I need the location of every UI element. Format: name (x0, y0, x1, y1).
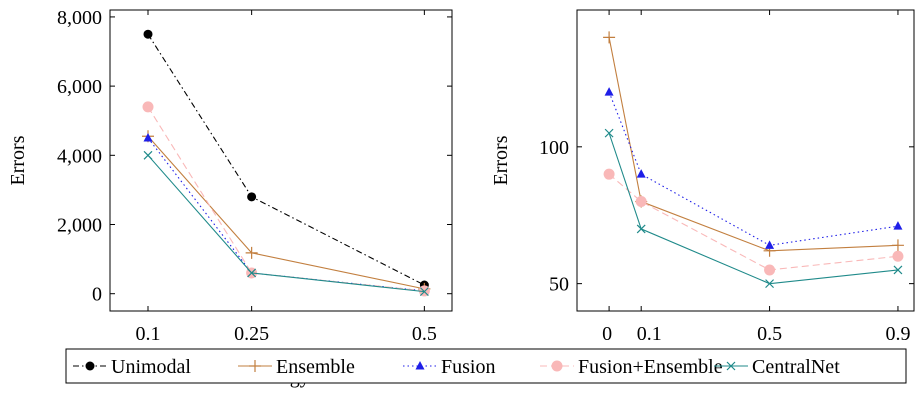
series-fusion (604, 87, 903, 249)
y-axis-label: Errors (7, 135, 29, 185)
ensemble-marker (603, 31, 616, 44)
chart-energy: 02,0004,0006,0008,0000.10.250.5EnergyErr… (7, 7, 453, 388)
legend-entry-unimodal: Unimodal (73, 356, 191, 378)
unimodal-line (147, 33, 425, 286)
x-tick-label: 0.5 (412, 323, 437, 345)
unimodal-marker (143, 29, 153, 39)
series-fusion-ensemble (142, 101, 430, 297)
fusion-ensemble-marker (635, 196, 647, 208)
series-fusion (143, 133, 429, 295)
x-tick-label: 0 (602, 323, 612, 345)
legend-label: Ensemble (276, 356, 355, 378)
legend-label: Unimodal (111, 356, 191, 378)
x-tick-label: 0.5 (757, 323, 782, 345)
legend-entry-fusion-ensemble: Fusion+Ensemble (540, 356, 723, 378)
ensemble-marker (245, 246, 258, 259)
y-tick-label: 0 (92, 284, 102, 306)
fusion-marker (143, 133, 153, 142)
centralnet-marker (893, 265, 903, 275)
x-tick-label: 0.9 (885, 323, 910, 345)
legend-fusion-marker (415, 361, 425, 370)
centralnet-marker (143, 150, 153, 160)
centralnet-marker (247, 268, 257, 278)
series-ensemble (603, 31, 904, 257)
y-tick-label: 50 (549, 274, 569, 296)
y-tick-label: 2,000 (57, 215, 102, 237)
legend: Unimodal Ensemble Fusion Fusion+Ensemble Cen… (65, 348, 907, 384)
series-fusion-ensemble (603, 168, 904, 276)
y-tick-label: 8,000 (57, 7, 102, 29)
series-unimodal (143, 29, 429, 290)
legend-label: CentralNet (752, 356, 840, 378)
fusion-marker (765, 240, 775, 249)
legend-centralnet-marker (726, 361, 736, 371)
series-centralnet (143, 150, 429, 297)
centralnet-marker (604, 128, 614, 138)
legend-fusion-ensemble-marker (551, 360, 563, 372)
y-tick-label: 100 (539, 137, 569, 159)
centralnet-line (608, 132, 899, 285)
centralnet-line (147, 154, 425, 293)
centralnet-marker (765, 279, 774, 289)
y-tick-label: 6,000 (57, 76, 102, 98)
fusion-marker (893, 221, 903, 230)
y-axis-label: Errors (490, 135, 512, 185)
legend-entry-centralnet: CentralNet (714, 356, 840, 378)
legend-box (65, 348, 907, 384)
centralnet-marker (636, 224, 646, 234)
fusion-ensemble-marker (603, 168, 615, 180)
unimodal-marker (247, 192, 257, 202)
fusion-marker (604, 87, 614, 96)
fusion-ensemble-marker (142, 101, 154, 113)
legend-label: Fusion+Ensemble (578, 356, 723, 378)
legend-label: Fusion (441, 356, 495, 378)
x-tick-label: 0.1 (136, 323, 161, 345)
plot-frame (109, 9, 453, 312)
ensemble-marker (891, 239, 904, 252)
plot-frame (576, 9, 915, 312)
y-tick-label: 4,000 (57, 145, 102, 167)
legend-entry-ensemble: Ensemble (238, 356, 355, 378)
legend-unimodal-marker (85, 361, 95, 371)
fusion-ensemble-marker (764, 264, 776, 276)
fusion-line (608, 91, 899, 246)
ensemble-line (608, 37, 898, 252)
fusion-ensemble-line (608, 173, 899, 271)
fusion-ensemble-marker (892, 250, 904, 262)
legend-entry-fusion: Fusion (403, 356, 495, 378)
series-ensemble (142, 130, 431, 295)
ensemble-line (147, 135, 425, 290)
x-tick-label: 0.25 (234, 323, 269, 345)
centralnet-marker (419, 287, 429, 297)
fusion-marker (636, 169, 646, 178)
series-centralnet (604, 128, 903, 289)
x-tick-label: 0.1 (637, 323, 662, 345)
legend-ensemble-marker (249, 360, 261, 372)
